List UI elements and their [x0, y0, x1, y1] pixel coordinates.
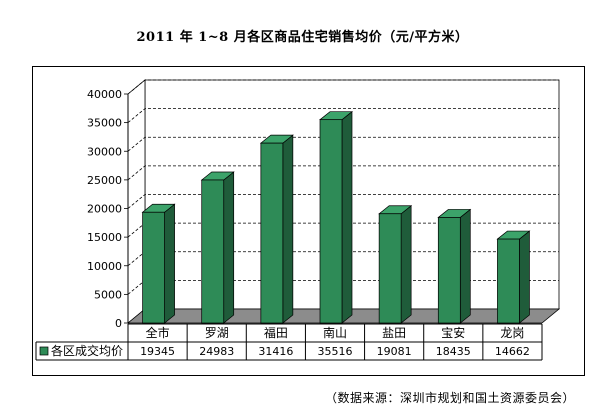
bar	[201, 179, 225, 324]
y-tick-label: 0	[115, 317, 122, 330]
bar-side	[223, 171, 235, 324]
y-tick-label: 25000	[87, 174, 122, 187]
data-label: 19345	[140, 345, 175, 358]
legend-swatch	[39, 346, 49, 356]
gridline	[127, 194, 559, 209]
x-tick-label: 罗湖	[205, 325, 229, 340]
y-tick-label: 15000	[87, 231, 122, 244]
bar	[260, 142, 284, 324]
x-tick-label: 福田	[264, 325, 288, 340]
gridline	[127, 165, 559, 181]
chart-title: 2011 年 1~8 月各区商品住宅销售均价（元/平方米）	[136, 30, 469, 45]
bar	[497, 238, 520, 324]
bar-side	[400, 205, 412, 324]
bar-side	[341, 110, 353, 324]
data-label: 35516	[318, 345, 353, 358]
x-tick-label: 盐田	[382, 326, 406, 340]
x-tick-label: 南山	[323, 325, 347, 340]
gridline	[127, 108, 559, 123]
y-tick-label: 40000	[87, 88, 122, 101]
y-tick-label: 5000	[94, 288, 122, 301]
y-tick-label: 35000	[87, 117, 122, 130]
bar	[437, 217, 461, 324]
bar	[142, 211, 165, 324]
gridline	[127, 79, 559, 95]
data-label: 24983	[199, 345, 234, 358]
x-tick-label: 龙岗	[500, 326, 524, 340]
chart-frame	[32, 66, 585, 376]
data-label: 14662	[495, 345, 530, 358]
bar-side	[164, 203, 175, 324]
bar	[378, 213, 402, 324]
gridline	[127, 136, 559, 152]
x-tick-label: 宝安	[441, 325, 465, 340]
bar-side	[459, 208, 471, 324]
source-note: （数据来源：深圳市规划和国土资源委员会）	[324, 391, 575, 405]
data-label: 31416	[258, 345, 293, 358]
data-label: 19081	[377, 345, 412, 358]
y-tick-label: 10000	[87, 260, 122, 273]
bar-side	[282, 134, 294, 324]
bar	[319, 119, 343, 324]
bar-side	[519, 230, 530, 324]
x-tick-label: 全市	[146, 325, 170, 340]
legend-label: 各区成交均价	[51, 343, 123, 358]
y-tick-label: 20000	[87, 203, 122, 216]
data-label: 18435	[436, 345, 471, 358]
y-tick-label: 30000	[87, 145, 122, 158]
